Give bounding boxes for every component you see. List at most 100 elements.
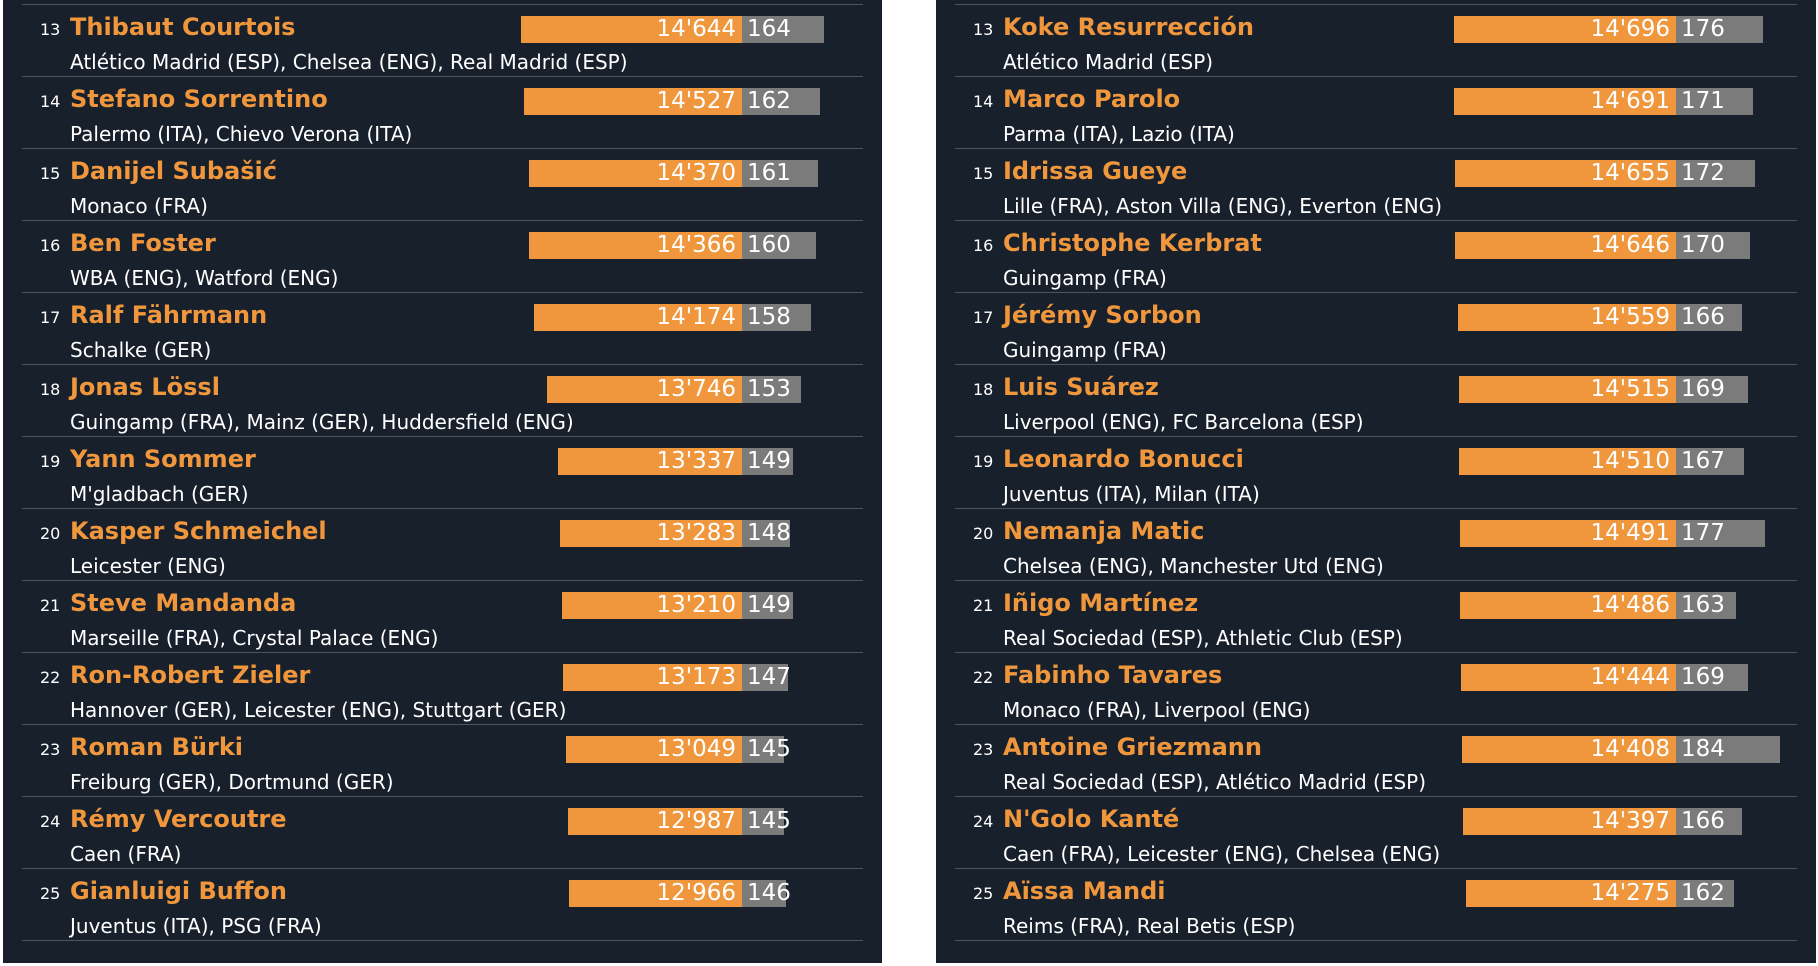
row-divider <box>955 292 1797 293</box>
ranking-row: 21 Iñigo Martínez Real Sociedad (ESP), Ath… <box>936 581 1816 653</box>
ranking-row: 18 Luis Suárez Liverpool (ENG), FC Barcelo… <box>936 365 1816 437</box>
player-name: Jonas Lössl <box>70 373 220 401</box>
secondary-value-bar <box>1676 736 1780 763</box>
player-name: Rémy Vercoutre <box>70 805 287 833</box>
primary-value-label: 12'966 <box>656 880 737 906</box>
primary-value-label: 14'644 <box>656 16 737 42</box>
primary-value-bar <box>1454 16 1676 43</box>
secondary-value-label: 170 <box>1681 232 1725 258</box>
player-name: Gianluigi Buffon <box>70 877 287 905</box>
ranking-row: 17 Ralf Fährmann Schalke (GER) 14'174 158 <box>3 293 882 365</box>
player-name: Fabinho Tavares <box>1003 661 1223 689</box>
rank-number: 24 <box>973 812 994 831</box>
player-clubs: Monaco (FRA), Liverpool (ENG) <box>1003 698 1311 722</box>
secondary-value-bar <box>742 304 812 331</box>
rank-number: 18 <box>40 380 61 399</box>
primary-value-bar <box>558 448 742 475</box>
ranking-row: 14 Marco Parolo Parma (ITA), Lazio (ITA) 14… <box>936 77 1816 149</box>
secondary-value-bar <box>742 736 785 763</box>
primary-value-bar <box>1461 664 1676 691</box>
player-name: Ralf Fährmann <box>70 301 268 329</box>
player-name: N'Golo Kanté <box>1003 805 1180 833</box>
row-divider <box>22 76 863 77</box>
row-divider <box>955 4 1797 5</box>
primary-value-label: 14'646 <box>1590 232 1671 258</box>
secondary-value-label: 177 <box>1681 520 1725 546</box>
ranking-panel-right: 13 Koke Resurrección Atlético Madrid (ESP)… <box>936 0 1816 963</box>
player-clubs: WBA (ENG), Watford (ENG) <box>70 266 339 290</box>
ranking-row: 19 Leonardo Bonucci Juventus (ITA), Milan … <box>936 437 1816 509</box>
rank-number: 15 <box>40 164 61 183</box>
rank-number: 19 <box>40 452 61 471</box>
row-divider <box>955 580 1797 581</box>
primary-value-bar <box>524 88 742 115</box>
ranking-row: 13 Thibaut Courtois Atlético Madrid (ESP),… <box>3 5 882 77</box>
player-clubs: Leicester (ENG) <box>70 554 226 578</box>
ranking-row: 24 Rémy Vercoutre Caen (FRA) 12'987 145 <box>3 797 882 869</box>
secondary-value-label: 166 <box>1681 304 1725 330</box>
player-clubs: Palermo (ITA), Chievo Verona (ITA) <box>70 122 413 146</box>
row-divider <box>22 652 863 653</box>
player-clubs: Chelsea (ENG), Manchester Utd (ENG) <box>1003 554 1384 578</box>
row-divider <box>22 796 863 797</box>
primary-value-label: 14'527 <box>656 88 737 114</box>
primary-value-bar <box>1462 808 1676 835</box>
player-clubs: Hannover (GER), Leicester (ENG), Stuttga… <box>70 698 567 722</box>
player-clubs: Monaco (FRA) <box>70 194 208 218</box>
secondary-value-bar <box>1676 304 1742 331</box>
player-name: Thibaut Courtois <box>70 13 296 41</box>
ranking-row: 15 Idrissa Gueye Lille (FRA), Aston Villa … <box>936 149 1816 221</box>
rank-number: 25 <box>973 884 994 903</box>
secondary-value-bar <box>1676 16 1763 43</box>
primary-value-bar <box>561 592 742 619</box>
primary-value-label: 14'491 <box>1590 520 1671 546</box>
ranking-row: 25 Aïssa Mandi Reims (FRA), Real Betis (ES… <box>936 869 1816 941</box>
primary-value-label: 14'444 <box>1590 664 1671 690</box>
row-divider <box>955 724 1797 725</box>
secondary-value-bar <box>742 232 816 259</box>
secondary-value-label: 147 <box>747 664 791 690</box>
primary-value-label: 13'049 <box>656 736 737 762</box>
secondary-value-label: 166 <box>1681 808 1725 834</box>
player-name: Leonardo Bonucci <box>1003 445 1244 473</box>
primary-value-bar <box>534 304 742 331</box>
secondary-value-bar <box>1676 880 1734 907</box>
ranking-row: 19 Yann Sommer M'gladbach (GER) 13'337 149 <box>3 437 882 509</box>
player-clubs: Schalke (GER) <box>70 338 212 362</box>
player-name: Antoine Griezmann <box>1003 733 1262 761</box>
secondary-value-label: 184 <box>1681 736 1725 762</box>
rank-number: 21 <box>973 596 994 615</box>
primary-value-bar <box>1465 880 1676 907</box>
primary-value-label: 14'655 <box>1590 160 1671 186</box>
row-divider <box>955 940 1797 941</box>
primary-value-label: 13'210 <box>656 592 737 618</box>
primary-value-bar <box>1462 736 1676 763</box>
ranking-row: 21 Steve Mandanda Marseille (FRA), Crystal… <box>3 581 882 653</box>
row-divider <box>955 220 1797 221</box>
primary-value-label: 14'515 <box>1590 376 1671 402</box>
player-name: Iñigo Martínez <box>1003 589 1199 617</box>
primary-value-label: 13'337 <box>656 448 737 474</box>
row-divider <box>22 940 863 941</box>
secondary-value-label: 164 <box>747 16 791 42</box>
rank-number: 14 <box>973 92 994 111</box>
secondary-value-bar <box>742 808 785 835</box>
ranking-row: 16 Christophe Kerbrat Guingamp (FRA) 14'646… <box>936 221 1816 293</box>
player-clubs: Marseille (FRA), Crystal Palace (ENG) <box>70 626 439 650</box>
primary-value-bar <box>546 376 742 403</box>
player-clubs: Atlético Madrid (ESP), Chelsea (ENG), Re… <box>70 50 628 74</box>
player-clubs: Caen (FRA), Leicester (ENG), Chelsea (EN… <box>1003 842 1441 866</box>
secondary-value-bar <box>1676 808 1742 835</box>
secondary-value-bar <box>1676 592 1736 619</box>
player-clubs: Reims (FRA), Real Betis (ESP) <box>1003 914 1296 938</box>
row-divider <box>955 436 1797 437</box>
primary-value-bar <box>1455 232 1676 259</box>
row-divider <box>22 436 863 437</box>
player-clubs: Parma (ITA), Lazio (ITA) <box>1003 122 1235 146</box>
player-name: Koke Resurrección <box>1003 13 1254 41</box>
primary-value-label: 13'173 <box>656 664 737 690</box>
row-divider <box>955 76 1797 77</box>
row-divider <box>22 364 863 365</box>
secondary-value-bar <box>742 448 793 475</box>
secondary-value-bar <box>742 592 793 619</box>
